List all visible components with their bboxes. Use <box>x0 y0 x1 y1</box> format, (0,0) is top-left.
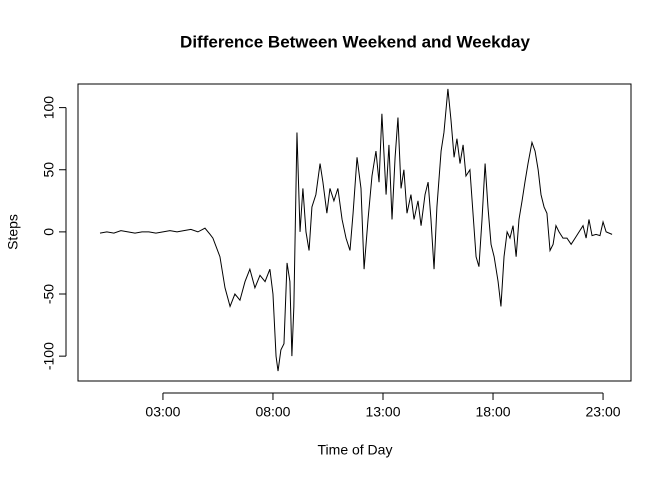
chart-title: Difference Between Weekend and Weekday <box>180 32 530 51</box>
plot-frame <box>77 83 632 382</box>
x-tick-label: 08:00 <box>255 404 290 420</box>
x-tick-label: 23:00 <box>586 404 621 420</box>
y-tick-label: 0 <box>41 228 57 236</box>
y-axis-label: Steps <box>5 214 21 250</box>
y-tick-label: -50 <box>41 284 57 304</box>
y-tick-label: 50 <box>41 162 57 178</box>
x-axis-label: Time of Day <box>318 442 393 458</box>
x-tick-label: 13:00 <box>365 404 400 420</box>
y-tick-label: -100 <box>41 342 57 370</box>
data-line <box>99 88 613 372</box>
x-tick-label: 18:00 <box>476 404 511 420</box>
x-tick-label: 03:00 <box>145 404 180 420</box>
y-tick-label: 100 <box>41 96 57 120</box>
